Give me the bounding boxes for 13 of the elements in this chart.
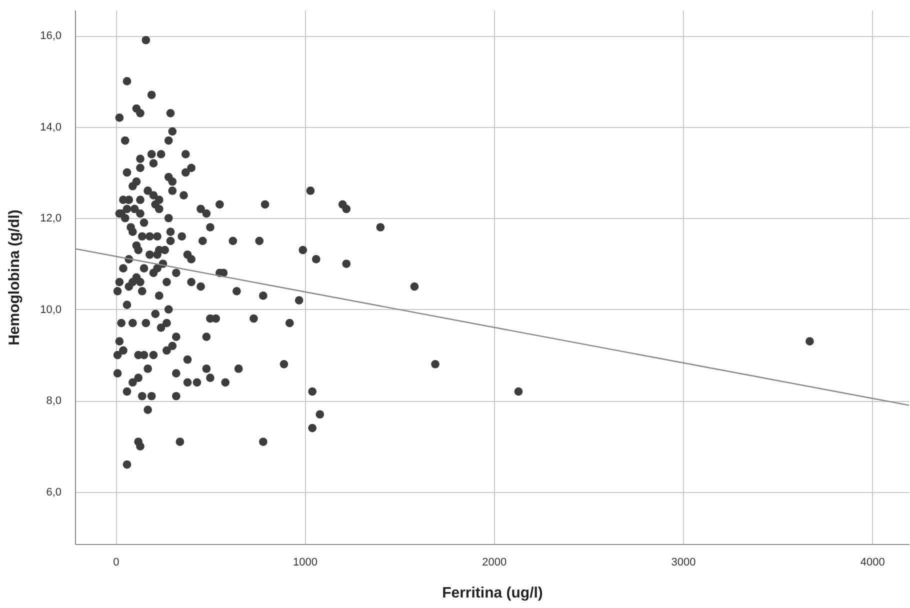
x-tick-label: 1000 <box>293 556 318 568</box>
y-tick-label: 6,0 <box>46 486 62 498</box>
y-tick-label: 12,0 <box>40 212 62 225</box>
y-tick-label: 10,0 <box>40 304 62 316</box>
x-tick-label: 3000 <box>671 556 696 568</box>
y-axis-title: Hemoglobina (g/dl) <box>6 210 24 346</box>
y-tick-label: 14,0 <box>40 121 62 134</box>
x-axis-title: Ferritina (ug/l) <box>442 584 543 602</box>
x-tick-label: 2000 <box>482 556 507 568</box>
x-tick-label: 0 <box>113 556 120 568</box>
y-tick-label: 8,0 <box>46 395 62 408</box>
x-tick-label: 4000 <box>860 556 885 568</box>
y-tick-label: 16,0 <box>40 30 62 42</box>
